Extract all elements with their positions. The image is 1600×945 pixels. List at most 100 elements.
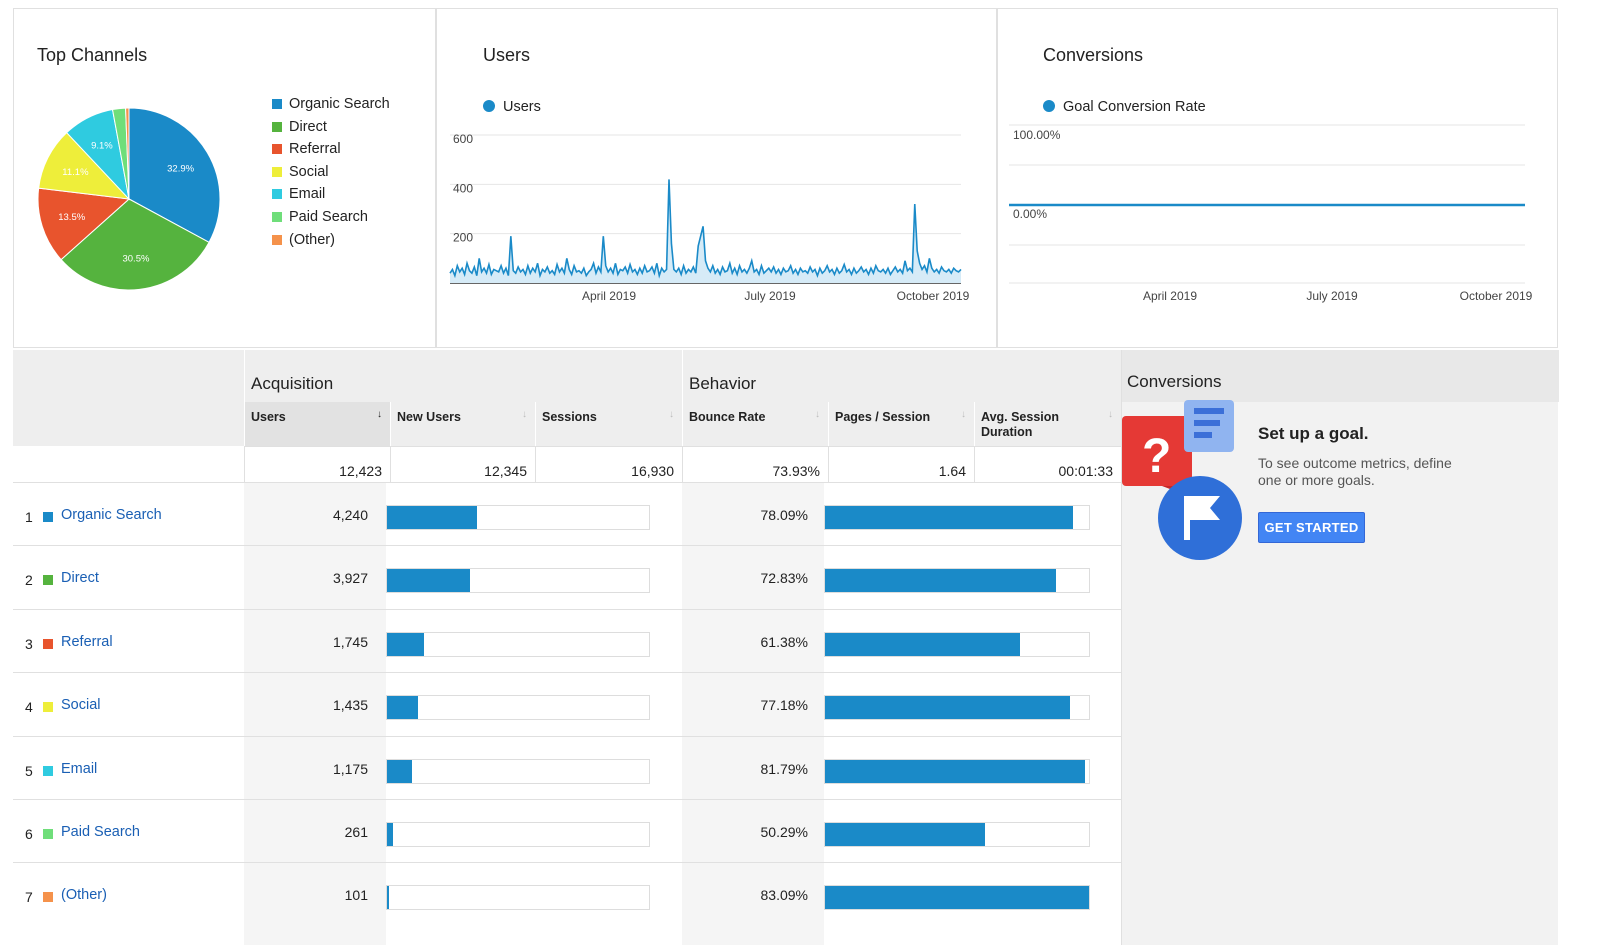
conversions-line-chart[interactable]: 100.00% 0.00% April 2019 July 2019 October 2… xyxy=(998,9,1559,309)
table-row: 1 Organic Search 4,240 78.09% xyxy=(13,482,1121,546)
row-channel-link[interactable]: Organic Search xyxy=(61,507,162,523)
row-bounce-value: 61.38% xyxy=(760,633,808,650)
sort-icon[interactable]: ↓ xyxy=(522,409,527,420)
col-header-new-users-label: New Users xyxy=(397,410,461,424)
x-tick-label: July 2019 xyxy=(1306,289,1358,303)
users-legend-label: Users xyxy=(503,99,541,115)
users-bar xyxy=(387,632,424,656)
legend-swatch xyxy=(272,212,282,222)
users-bar-track xyxy=(386,631,650,657)
col-header-users[interactable]: Users ↓ xyxy=(244,402,390,446)
row-channel-link[interactable]: (Other) xyxy=(61,887,107,904)
legend-swatch xyxy=(272,121,282,132)
users-bar-track xyxy=(386,758,650,784)
goal-desc-line-2: one or more goals. xyxy=(1258,472,1375,488)
bounce-bar-track xyxy=(824,885,1090,911)
row-bounce-value: 72.83% xyxy=(760,570,808,587)
y-tick-label: 400 xyxy=(453,181,473,195)
pie-slice-label: 9.1% xyxy=(91,140,113,151)
row-users-value: 101 xyxy=(344,887,368,904)
total-new-users: 12,345 xyxy=(390,446,535,482)
pie-slice[interactable] xyxy=(37,187,131,261)
table-row: 4 Social 1,435 77.18% xyxy=(13,672,1121,736)
sort-icon[interactable]: ↓ xyxy=(815,409,820,420)
col-header-pages-session-label: Pages / Session xyxy=(835,410,931,424)
col-header-avg-session-label: Avg. Session Duration xyxy=(981,410,1060,439)
col-header-sessions[interactable]: Sessions ↓ xyxy=(535,402,682,446)
bounce-bar xyxy=(825,569,1057,593)
legend-swatch xyxy=(272,144,282,155)
row-bounce-value: 81.79% xyxy=(760,760,808,777)
table-row: 2 Direct 3,927 72.83% xyxy=(13,545,1121,609)
col-header-bounce-rate[interactable]: Bounce Rate ↓ xyxy=(682,402,828,446)
top-channels-pie-chart[interactable]: 32.9% 30.5% 13.5% 11.1% 9.1% xyxy=(34,101,234,301)
row-rank: 3 xyxy=(25,635,33,652)
bounce-bar-track xyxy=(824,505,1090,530)
pie-slice[interactable] xyxy=(128,107,221,244)
pie-slice[interactable] xyxy=(125,107,130,200)
col-header-pages-session[interactable]: Pages / Session ↓ xyxy=(828,402,974,446)
col-header-new-users[interactable]: New Users ↓ xyxy=(390,402,535,446)
x-tick-label: October 2019 xyxy=(1460,289,1533,303)
users-bar xyxy=(387,696,418,720)
row-channel-link[interactable]: Social xyxy=(61,697,101,714)
row-channel-link[interactable]: Paid Search xyxy=(61,824,140,840)
x-tick-label: April 2019 xyxy=(1143,289,1197,303)
users-bar-track xyxy=(386,505,650,530)
get-started-button[interactable]: GET STARTED xyxy=(1258,512,1365,543)
pie-slice-label: 13.5% xyxy=(58,212,85,223)
conversions-legend: Goal Conversion Rate xyxy=(1043,99,1206,115)
row-channel-link[interactable]: Email xyxy=(61,760,98,777)
sort-icon[interactable]: ↓ xyxy=(1108,409,1113,420)
sort-icon[interactable]: ↓ xyxy=(961,409,966,420)
row-users-value: 1,745 xyxy=(332,633,368,650)
sort-desc-icon[interactable]: ↓ xyxy=(377,409,382,420)
col-header-bounce-rate-label: Bounce Rate xyxy=(689,410,766,424)
bounce-bar-track xyxy=(824,758,1090,784)
channels-table: Acquisition Behavior Users ↓ New Users ↓… xyxy=(13,350,1121,945)
y-tick-label: 100.00% xyxy=(1013,128,1061,142)
goal-illustration-icon: ? xyxy=(1122,400,1242,562)
row-users-value: 1,175 xyxy=(332,760,368,777)
bounce-bar xyxy=(825,823,985,846)
col-header-users-label: Users xyxy=(251,410,286,424)
sort-icon[interactable]: ↓ xyxy=(669,409,674,420)
users-line-chart[interactable]: 600 400 200 April 2019 July 2019 October 2019 xyxy=(437,9,998,309)
x-tick-label: October 2019 xyxy=(897,289,970,303)
row-channel-swatch xyxy=(43,575,53,586)
users-series-line[interactable] xyxy=(449,179,962,279)
total-users: 12,423 xyxy=(244,446,390,482)
col-header-avg-session[interactable]: Avg. Session Duration ↓ xyxy=(974,402,1121,446)
bounce-bar-track xyxy=(824,568,1090,594)
goal-desc-line-1: To see outcome metrics, define xyxy=(1258,455,1452,471)
users-bar xyxy=(387,823,393,846)
conversions-legend-label: Goal Conversion Rate xyxy=(1063,99,1206,115)
y-tick-label: 200 xyxy=(453,231,473,245)
bounce-bar xyxy=(825,886,1089,910)
goal-panel-header-title: Conversions xyxy=(1127,372,1222,391)
users-bar xyxy=(387,569,471,593)
row-channel-link[interactable]: Referral xyxy=(61,633,113,650)
row-rank: 6 xyxy=(25,826,33,842)
users-legend: Users xyxy=(483,99,541,115)
top-channels-panel: Top Channels 32.9% 30.5% 13.5% 11.1% 9.1% Or… xyxy=(13,8,436,348)
x-tick-label: April 2019 xyxy=(582,289,636,303)
row-channel-swatch xyxy=(43,829,53,839)
conversions-chart-title: Conversions xyxy=(1043,45,1144,65)
table-row: 3 Referral 1,745 61.38% xyxy=(13,608,1121,673)
users-title: Users xyxy=(483,45,531,65)
bounce-bar xyxy=(825,696,1071,720)
users-legend-dot xyxy=(483,100,495,112)
row-bounce-value: 77.18% xyxy=(760,697,808,714)
x-tick-label: July 2019 xyxy=(744,289,796,303)
table-corner-header xyxy=(13,350,244,446)
row-channel-link[interactable]: Direct xyxy=(61,570,99,587)
users-bar-track xyxy=(386,885,650,911)
table-row: 5 Email 1,175 81.79% xyxy=(13,735,1121,800)
legend-label: (Other) xyxy=(289,231,335,248)
pie-slice[interactable] xyxy=(60,198,210,291)
row-users-value: 261 xyxy=(344,824,368,840)
users-bar xyxy=(387,886,390,910)
legend-label: Referral xyxy=(289,141,341,158)
pie-slice-label: 32.9% xyxy=(167,163,194,174)
